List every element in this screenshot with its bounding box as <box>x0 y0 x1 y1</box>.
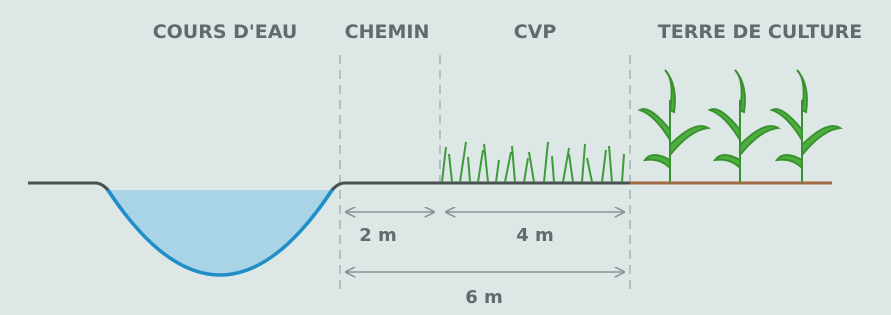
path-header: CHEMIN <box>345 21 430 43</box>
diagram: COURS D'EAU CHEMIN CVP TERRE DE CULTURE … <box>0 0 891 315</box>
page: {"headers": {"water": "COURS D'EAU", "pa… <box>0 0 891 315</box>
total-width: 6 m <box>465 287 503 308</box>
field-header: TERRE DE CULTURE <box>658 21 863 43</box>
path-width: 2 m <box>359 225 397 246</box>
strip-width: 4 m <box>516 225 554 246</box>
strip-header: CVP <box>514 21 557 43</box>
water-header: COURS D'EAU <box>153 21 298 43</box>
